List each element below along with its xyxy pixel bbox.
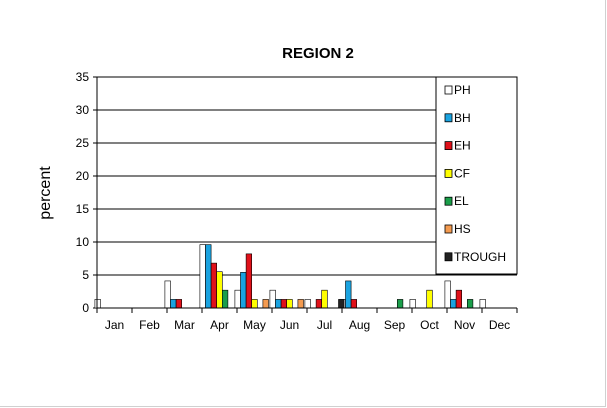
bar-cf-may xyxy=(251,299,258,309)
x-tick-label: May xyxy=(243,318,266,332)
x-tick-label: Dec xyxy=(489,318,510,332)
bar-bh-mar xyxy=(170,299,177,309)
bar-cf-jul xyxy=(321,289,328,309)
bar-eh-apr xyxy=(210,262,218,309)
y-tick-label: 25 xyxy=(76,136,90,150)
bar-eh-mar xyxy=(175,299,183,309)
legend-swatch-eh xyxy=(444,141,453,151)
x-tick-label: Nov xyxy=(454,318,475,332)
bar-bh-jun xyxy=(275,299,282,309)
x-tick-label: Jan xyxy=(105,318,124,332)
bar-bh-nov xyxy=(450,299,457,309)
bar-ph-apr xyxy=(199,244,206,309)
legend-label-trough: TROUGH xyxy=(454,250,506,264)
bar-ph-may xyxy=(234,289,241,309)
x-tick-label: Feb xyxy=(139,318,160,332)
legend-swatch-trough xyxy=(444,252,453,262)
x-tick-label: Jun xyxy=(280,318,299,332)
bar-eh-nov xyxy=(455,289,463,309)
legend-label-cf: CF xyxy=(454,166,470,180)
legend-label-ph: PH xyxy=(454,83,471,97)
bar-el-apr xyxy=(222,289,229,309)
bar-bh-may xyxy=(240,272,247,309)
bar-eh-jul xyxy=(315,299,323,309)
y-axis-ticks: 0 5 10 15 20 25 30 35 xyxy=(76,70,97,315)
legend-swatch-el xyxy=(444,196,453,206)
y-tick-label: 20 xyxy=(76,169,90,183)
bar-bh-aug xyxy=(345,280,352,309)
y-tick-label: 5 xyxy=(82,268,89,282)
bar-ph-jul xyxy=(304,299,311,309)
y-tick-label: 10 xyxy=(76,235,90,249)
bar-ph-nov xyxy=(444,280,451,309)
x-tick-label: Aug xyxy=(349,318,370,332)
x-tick-label: Mar xyxy=(174,318,195,332)
y-tick-label: 35 xyxy=(76,70,90,84)
legend-swatch-cf xyxy=(444,168,453,178)
bar-cf-oct xyxy=(426,289,433,309)
bar-bh-apr xyxy=(205,244,212,309)
legend-label-bh: BH xyxy=(454,111,471,125)
y-tick-label: 0 xyxy=(82,301,89,315)
x-tick-label: Sep xyxy=(384,318,406,332)
legend: PH BH EH CF EL HS TROUGH xyxy=(435,76,518,275)
bar-trough-jul xyxy=(338,299,345,309)
bar-ph-oct xyxy=(409,299,416,309)
bar-eh-jun xyxy=(280,299,288,309)
y-tick-label: 30 xyxy=(76,103,90,117)
chart-title: REGION 2 xyxy=(282,45,354,62)
legend-swatch-bh xyxy=(444,113,453,123)
y-axis-label: percent xyxy=(37,166,54,220)
bar-ph-mar xyxy=(164,280,171,309)
bar-ph-dec xyxy=(479,299,486,309)
legend-swatch-hs xyxy=(444,224,453,234)
x-axis-ticks: Jan Feb Mar Apr May Jun Jul Aug Sep Oct Nov Dec xyxy=(96,308,518,332)
legend-swatch-ph xyxy=(444,85,453,95)
legend-label-hs: HS xyxy=(454,222,471,236)
bar-eh-may xyxy=(245,253,253,309)
bar-ph-jan xyxy=(94,299,101,309)
x-tick-label: Apr xyxy=(210,318,229,332)
x-tick-label: Jul xyxy=(317,318,332,332)
bar-hs-may xyxy=(262,299,269,309)
x-tick-label: Oct xyxy=(420,318,439,332)
bar-eh-aug xyxy=(350,299,358,309)
bar-cf-apr xyxy=(216,271,223,309)
y-tick-label: 15 xyxy=(76,202,90,216)
legend-label-eh: EH xyxy=(454,139,471,153)
bar-cf-jun xyxy=(286,299,293,309)
bar-hs-jun xyxy=(297,299,304,309)
bar-el-nov xyxy=(466,299,474,309)
bars xyxy=(94,244,486,309)
legend-label-el: EL xyxy=(454,194,469,208)
bar-el-sep xyxy=(396,299,404,309)
bar-ph-jun xyxy=(269,289,276,309)
